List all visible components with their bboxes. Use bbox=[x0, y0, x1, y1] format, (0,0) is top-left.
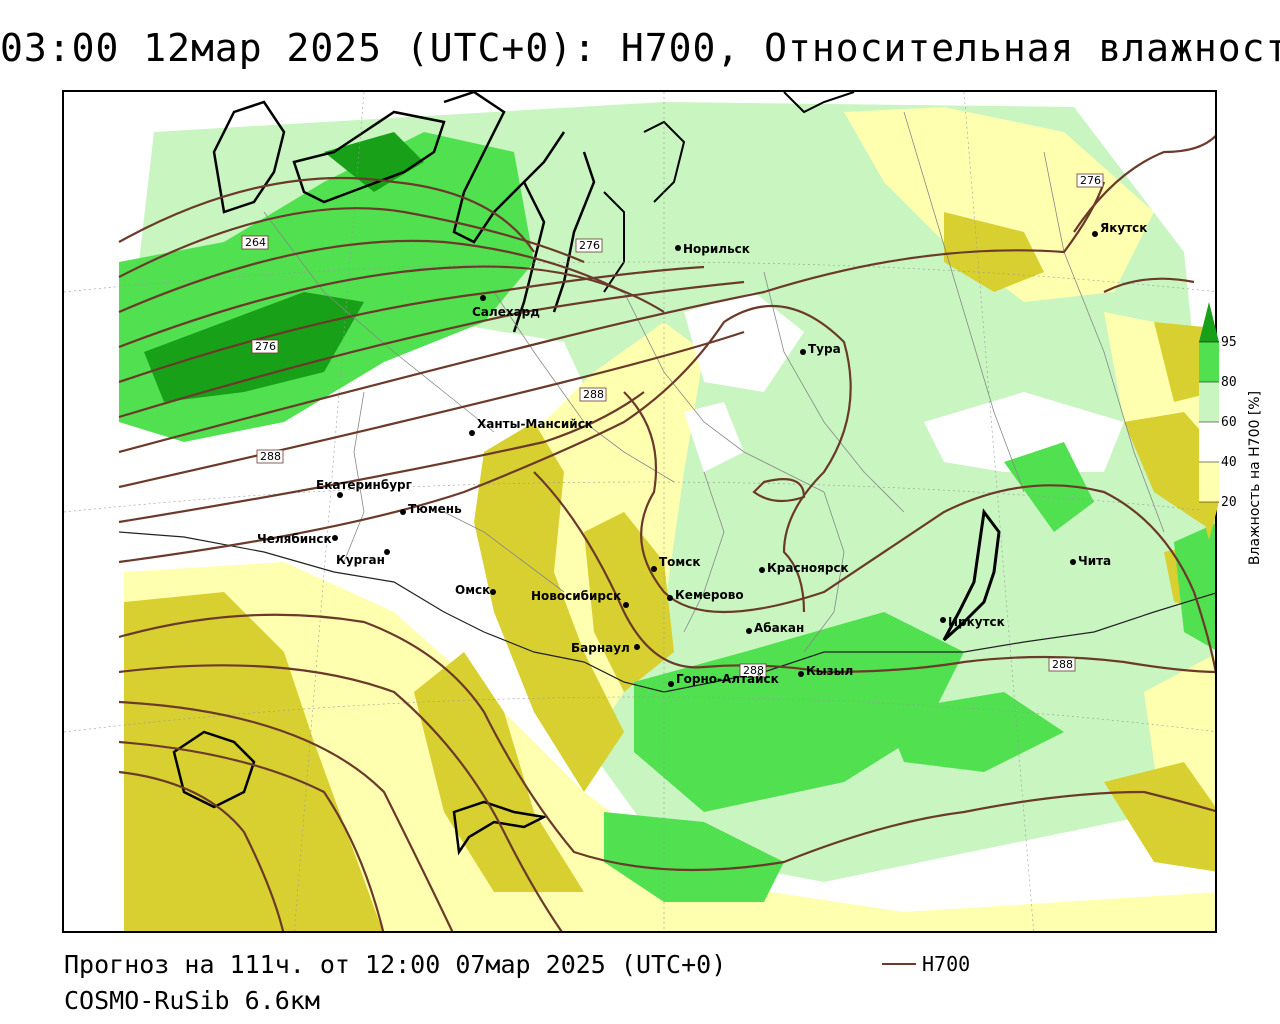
colorbar-label: Влажность на Н700 [%] bbox=[1247, 390, 1264, 566]
model-name: COSMO-RuSib 6.6км bbox=[64, 986, 320, 1015]
city-tyumen: Тюмень bbox=[408, 502, 462, 516]
forecast-map[interactable]: 264 276 276 276 288 288 288 288 Норильск… bbox=[62, 90, 1217, 933]
h700-legend-label: H700 bbox=[922, 952, 971, 976]
colorbar-tick-20: 20 bbox=[1221, 495, 1237, 510]
city-novosibirsk: Новосибирск bbox=[531, 589, 621, 603]
city-kurgan: Курган bbox=[336, 553, 385, 567]
city-tomsk: Томск bbox=[659, 555, 701, 569]
forecast-info: Прогноз на 111ч. от 12:00 07мар 2025 (UT… bbox=[64, 950, 727, 979]
city-omsk: Омск bbox=[455, 583, 490, 597]
city-krasnoyarsk: Красноярск bbox=[767, 561, 849, 575]
city-khanty-mansiysk: Ханты-Мансийск bbox=[477, 417, 593, 431]
page-title: 03:00 12мар 2025 (UTC+0): H700, Относите… bbox=[0, 26, 1280, 70]
colorbar-tick-60: 60 bbox=[1221, 415, 1237, 430]
city-salekhard: Салехард bbox=[472, 305, 540, 319]
colorbar-tick-80: 80 bbox=[1221, 375, 1237, 390]
city-kemerovo: Кемерово bbox=[675, 588, 744, 602]
isoline-label-264-north: 264 bbox=[245, 236, 266, 249]
isoline-label-276-west: 276 bbox=[255, 340, 276, 353]
city-yekaterinburg: Екатеринбург bbox=[316, 478, 412, 492]
isoline-label-288-east: 288 bbox=[1052, 658, 1073, 671]
city-tura: Тура bbox=[808, 342, 841, 356]
map-canvas: 264 276 276 276 288 288 288 288 Норильск… bbox=[64, 92, 1215, 931]
isoline-label-288-khanty: 288 bbox=[583, 388, 604, 401]
h700-line-swatch bbox=[882, 963, 916, 965]
isoline-label-276-center: 276 bbox=[579, 239, 600, 252]
city-chelyabinsk: Челябинск bbox=[257, 532, 332, 546]
city-chita: Чита bbox=[1078, 554, 1111, 568]
city-norilsk: Норильск bbox=[683, 242, 750, 256]
city-abakan: Абакан bbox=[754, 621, 804, 635]
humidity-colorbar bbox=[1199, 302, 1219, 540]
isoline-label-288-south: 288 bbox=[743, 664, 764, 677]
city-irkutsk: Иркутск bbox=[948, 615, 1005, 629]
city-barnaul: Барнаул bbox=[571, 641, 630, 655]
city-yakutsk: Якутск bbox=[1100, 221, 1147, 235]
colorbar-tick-95: 95 bbox=[1221, 335, 1237, 350]
isoline-label-288-west: 288 bbox=[260, 450, 281, 463]
isoline-label-276-east: 276 bbox=[1080, 174, 1101, 187]
colorbar-tick-40: 40 bbox=[1221, 455, 1237, 470]
city-gorno-altaysk: Горно-Алтайск bbox=[676, 672, 779, 686]
city-kyzyl: Кызыл bbox=[806, 664, 853, 678]
